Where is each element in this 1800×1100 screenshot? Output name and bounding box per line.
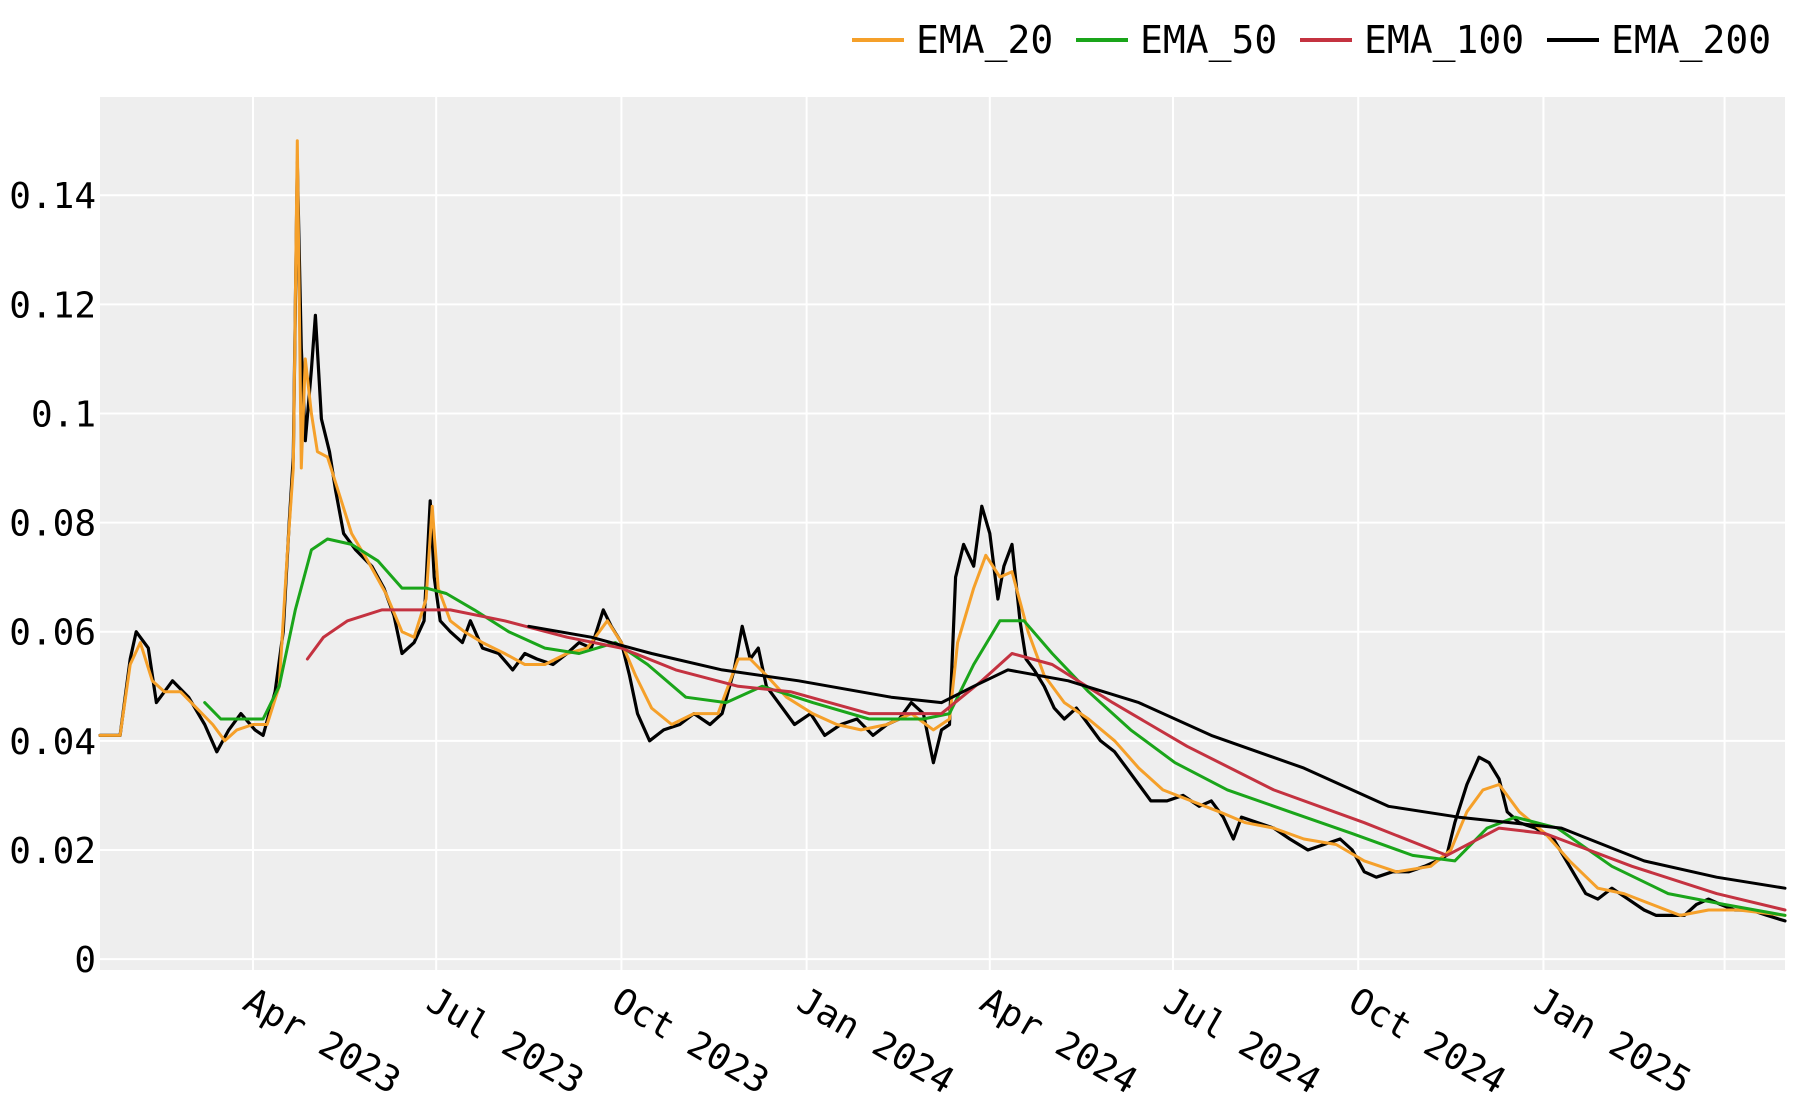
legend-label: EMA_100 [1364,18,1524,63]
x-tick-label: Apr 2023 [236,980,407,1100]
y-tick-label: 0.12 [9,285,96,326]
x-tick-label: Oct 2024 [1342,980,1513,1100]
x-tick-label: Jul 2024 [1157,980,1328,1100]
y-tick-label: 0 [74,940,96,981]
y-tick-label: 0.1 [31,394,96,435]
x-tick-label: Jan 2024 [790,980,961,1100]
legend-label: EMA_20 [916,18,1053,63]
series-line-ema-100 [305,608,1787,912]
x-tick-label: Jan 2025 [1527,980,1698,1100]
y-tick-label: 0.02 [9,831,96,872]
series-line-ema-50 [203,537,1787,917]
grid-lines [100,97,1785,970]
x-tick-label: Jul 2023 [420,980,591,1100]
legend-label: EMA_200 [1611,18,1771,63]
legend-label: EMA_50 [1140,18,1277,63]
x-tick-label: Oct 2023 [605,980,776,1100]
y-tick-label: 0.08 [9,504,96,545]
x-axis: Apr 2023 Jul 2023 Oct 2023 Jan 2024 Apr 2024… [236,980,1697,1100]
series-line-ema-200 [527,624,1787,890]
plot-background [100,97,1785,970]
legend: EMA_20 EMA_50 EMA_100 EMA_200 [852,18,1771,63]
series-line-ema-20 [98,139,1787,917]
y-tick-label: 0.14 [9,176,96,217]
series-group [98,139,1787,923]
y-axis: 0 0.02 0.04 0.06 0.08 0.1 0.12 0.14 [9,176,96,981]
y-tick-label: 0.06 [9,613,96,654]
y-tick-label: 0.04 [9,722,96,763]
x-tick-label: Apr 2024 [973,980,1144,1100]
